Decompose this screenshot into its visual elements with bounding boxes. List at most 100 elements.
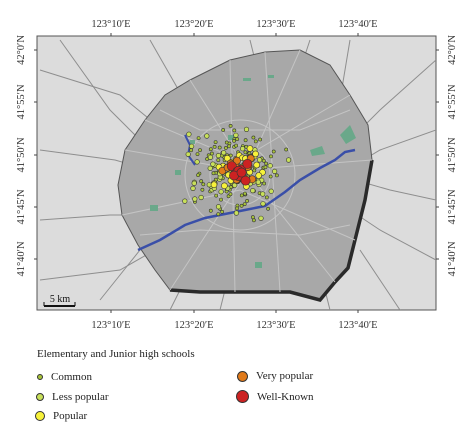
lat-tick-left-5: 41°40′N: [16, 241, 27, 276]
lat-tick-left-3: 41°50′N: [16, 137, 27, 172]
school-point: [190, 185, 196, 191]
school-point: [221, 128, 226, 132]
school-point: [199, 179, 204, 184]
lat-tick-left-1: 42°0′N: [16, 35, 27, 65]
school-point: [185, 151, 191, 157]
lon-tick-bottom-2: 123°20′E: [174, 320, 213, 331]
school-point: [196, 136, 201, 141]
lat-tick-right-1: 42°0′N: [447, 35, 458, 65]
school-point: [242, 202, 247, 207]
school-point: [250, 215, 255, 220]
lon-tick-top-3: 123°30′E: [256, 19, 295, 30]
hun-river: [137, 148, 356, 252]
school-point: [251, 218, 256, 223]
legend-label-popular: Popular: [53, 410, 88, 422]
very-popular-marker-icon: [237, 370, 248, 382]
school-point: [235, 206, 239, 211]
school-point: [242, 158, 253, 169]
school-point: [258, 215, 264, 221]
school-point: [216, 212, 221, 217]
school-point: [266, 206, 271, 211]
school-point: [251, 135, 256, 140]
lat-tick-right-2: 41°55′N: [447, 84, 458, 119]
school-point: [228, 124, 233, 128]
school-point: [253, 139, 258, 144]
school-point: [240, 175, 251, 186]
school-point: [252, 168, 257, 173]
school-point: [210, 161, 216, 167]
school-point: [264, 161, 269, 166]
school-point: [224, 154, 231, 162]
school-point: [228, 192, 233, 197]
lon-tick-bottom-4: 123°40′E: [338, 320, 377, 331]
school-point: [257, 157, 263, 163]
school-point: [232, 128, 237, 133]
school-point: [208, 147, 213, 152]
school-point: [223, 146, 228, 150]
school-point: [207, 165, 213, 171]
school-point: [239, 193, 244, 198]
school-point: [209, 151, 214, 156]
school-point: [245, 198, 250, 203]
school-point: [246, 145, 254, 152]
legend-label-very-popular: Very popular: [256, 370, 314, 382]
school-point: [255, 179, 261, 185]
school-point: [284, 147, 289, 152]
less-popular-marker-icon: [36, 393, 44, 401]
school-point: [258, 137, 263, 142]
school-point: [271, 149, 276, 154]
school-point: [260, 201, 266, 207]
school-point: [243, 138, 248, 143]
legend-item-well-known: Well-Known: [236, 390, 314, 403]
school-point: [228, 153, 233, 158]
school-point: [191, 180, 197, 186]
lon-tick-bottom-1: 123°10′E: [91, 320, 130, 331]
school-point: [216, 158, 221, 163]
school-point: [217, 145, 222, 150]
school-point: [267, 163, 273, 169]
school-point: [221, 150, 227, 156]
school-points: [182, 124, 292, 223]
school-point: [208, 208, 213, 213]
school-point: [213, 140, 218, 145]
lon-tick-top-4: 123°40′E: [338, 19, 377, 30]
school-point: [204, 133, 210, 139]
school-point: [201, 182, 206, 187]
school-point: [220, 209, 225, 214]
school-point: [194, 159, 200, 165]
legend-title: Elementary and Junior high schools: [37, 348, 195, 360]
school-point: [240, 146, 246, 152]
school-point: [189, 148, 194, 153]
popular-marker-icon: [35, 411, 45, 421]
school-point: [263, 165, 268, 170]
school-point: [211, 171, 216, 176]
school-point: [268, 188, 274, 194]
school-point: [186, 131, 192, 137]
school-point: [195, 152, 200, 157]
lat-tick-right-5: 41°40′N: [447, 241, 458, 276]
legend-label-common: Common: [51, 371, 92, 383]
school-point: [198, 148, 202, 153]
lat-tick-right-3: 41°50′N: [447, 137, 458, 172]
school-point: [252, 150, 259, 158]
school-point: [236, 167, 247, 178]
scale-label: 5 km: [50, 294, 71, 305]
lon-tick-bottom-3: 123°30′E: [256, 320, 295, 331]
school-point: [286, 157, 292, 163]
school-point: [253, 161, 261, 169]
school-point: [198, 194, 204, 201]
school-point: [219, 197, 223, 202]
school-point: [182, 198, 188, 204]
school-point: [264, 195, 269, 200]
school-point: [227, 144, 231, 149]
school-point: [233, 210, 239, 216]
lon-tick-top-2: 123°20′E: [174, 19, 213, 30]
school-point: [274, 173, 279, 178]
school-point: [200, 187, 205, 192]
lat-tick-right-4: 41°45′N: [447, 189, 458, 224]
school-point: [268, 174, 273, 179]
school-point: [243, 150, 248, 155]
scale-bar: 5 km: [43, 294, 76, 307]
lat-tick-left-2: 41°55′N: [16, 84, 27, 119]
tick-marks: [34, 33, 439, 313]
